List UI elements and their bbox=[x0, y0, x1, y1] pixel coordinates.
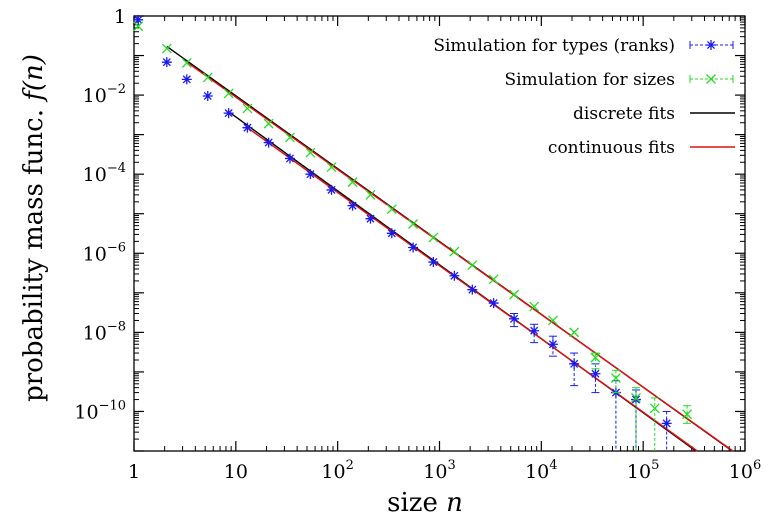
data-point bbox=[590, 352, 601, 363]
data-point bbox=[408, 242, 419, 253]
data-point bbox=[181, 57, 192, 68]
y-tick-label: 10−6 bbox=[83, 240, 126, 265]
data-point bbox=[449, 270, 460, 281]
data-point bbox=[161, 57, 172, 68]
data-point bbox=[223, 108, 234, 119]
data-point bbox=[428, 232, 439, 243]
data-point bbox=[408, 219, 419, 229]
data-point bbox=[326, 184, 337, 195]
data-point bbox=[161, 43, 172, 54]
data-point bbox=[263, 118, 274, 129]
x-tick-label: 103 bbox=[423, 458, 455, 483]
data-point bbox=[326, 162, 337, 173]
data-point bbox=[547, 315, 558, 326]
data-point bbox=[631, 392, 641, 403]
data-point bbox=[569, 358, 580, 369]
data-point bbox=[590, 368, 601, 379]
legend-label: Simulation for sizes bbox=[504, 70, 675, 90]
x-tick-label: 106 bbox=[729, 458, 761, 483]
data-point bbox=[706, 40, 716, 50]
data-point bbox=[133, 21, 144, 32]
y-tick-label: 10−2 bbox=[83, 82, 126, 107]
data-point bbox=[649, 403, 660, 414]
legend-label: continuous fits bbox=[548, 138, 675, 158]
data-point bbox=[682, 409, 693, 420]
data-point bbox=[569, 327, 580, 338]
data-point bbox=[305, 147, 316, 158]
y-tick-label: 1 bbox=[114, 6, 126, 28]
x-tick-label: 104 bbox=[525, 458, 557, 483]
data-point bbox=[242, 122, 253, 133]
data-point bbox=[202, 90, 213, 101]
data-point bbox=[449, 246, 460, 257]
data-point bbox=[386, 204, 397, 215]
data-point bbox=[347, 177, 358, 188]
legend-label: discrete fits bbox=[573, 104, 675, 124]
data-point bbox=[347, 200, 358, 211]
data-point bbox=[547, 339, 558, 350]
data-point bbox=[467, 284, 478, 295]
data-point bbox=[223, 88, 234, 99]
data-point bbox=[706, 74, 716, 84]
data-point bbox=[284, 153, 295, 164]
data-point bbox=[386, 228, 397, 239]
data-point bbox=[488, 298, 499, 309]
x-tick-label: 105 bbox=[627, 458, 659, 483]
data-point bbox=[509, 289, 520, 300]
data-point bbox=[263, 137, 274, 148]
legend: Simulation for types (ranks) Simulation f… bbox=[433, 36, 735, 158]
data-point bbox=[181, 74, 192, 85]
data-point bbox=[509, 313, 520, 324]
x-tick-label: 102 bbox=[321, 458, 353, 483]
x-tick-label: 10 bbox=[224, 461, 248, 483]
y-tick-label: 10−10 bbox=[74, 398, 126, 423]
data-point bbox=[488, 274, 499, 285]
data-point bbox=[661, 418, 672, 429]
data-point bbox=[133, 14, 144, 25]
axis-ticks: 1 10 102 103 104 105 106 1 10−2 10−4 10−6 10−8 10−10 bbox=[74, 6, 761, 483]
data-point bbox=[467, 260, 478, 271]
data-point bbox=[202, 72, 213, 83]
x-axis-label: size n bbox=[387, 488, 463, 518]
data-point bbox=[365, 213, 376, 224]
data-point bbox=[529, 301, 540, 312]
x-tick-label: 1 bbox=[128, 461, 140, 483]
y-axis-label: probability mass func. f(n) bbox=[19, 54, 49, 402]
data-point bbox=[284, 132, 295, 143]
data-points bbox=[133, 14, 693, 451]
data-point bbox=[610, 373, 621, 383]
legend-label: Simulation for types (ranks) bbox=[433, 36, 675, 56]
data-point bbox=[242, 103, 253, 114]
y-tick-label: 10−8 bbox=[83, 319, 126, 344]
y-tick-label: 10−4 bbox=[83, 161, 126, 186]
data-point bbox=[305, 169, 316, 180]
fit-line bbox=[186, 61, 734, 452]
data-point bbox=[428, 257, 439, 268]
data-point bbox=[365, 189, 376, 200]
data-point bbox=[529, 325, 540, 336]
